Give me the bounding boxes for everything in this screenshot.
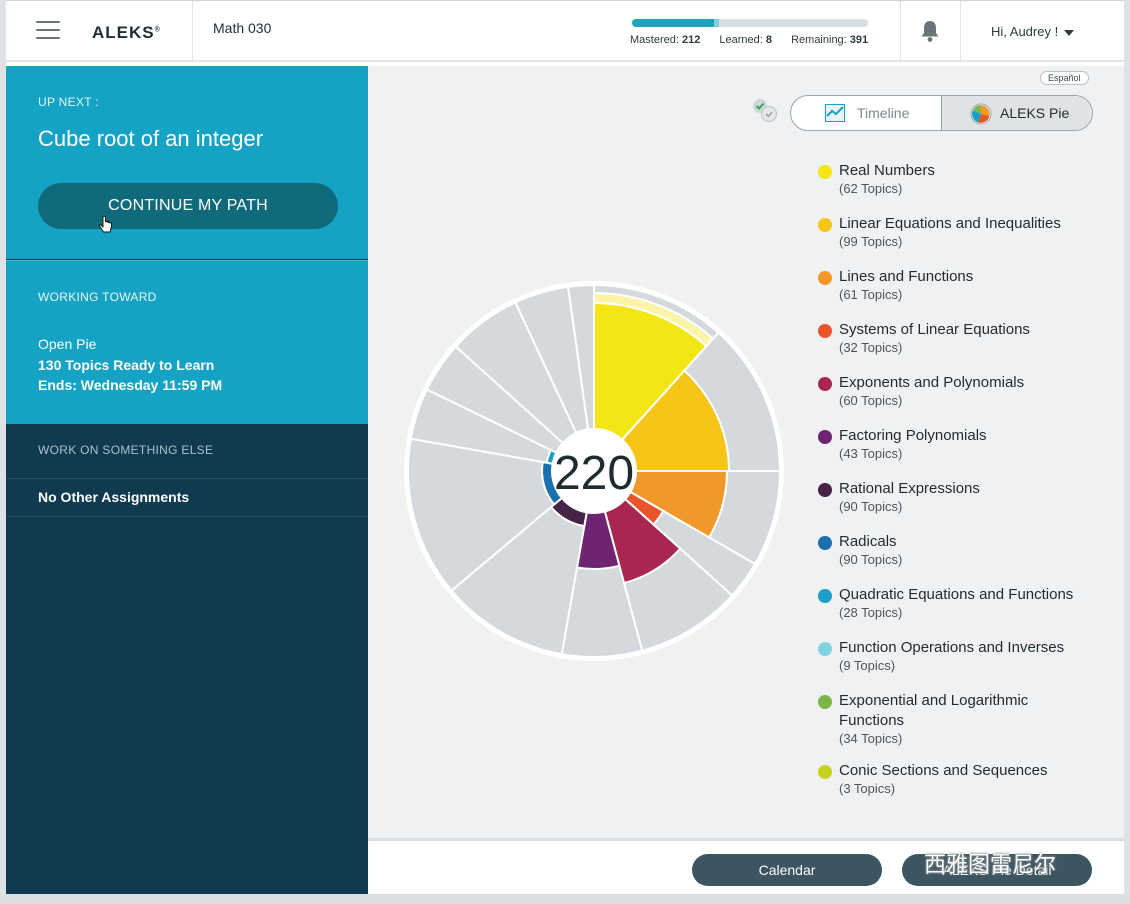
legend-item-name: Lines and Functions xyxy=(839,268,974,285)
legend-color-dot xyxy=(818,695,832,709)
hand-pointer-icon xyxy=(99,216,112,233)
window-edge-right xyxy=(1124,0,1130,894)
tab-aleks-pie[interactable]: ALEKS Pie xyxy=(941,96,1092,130)
aleks-pie-detail-button[interactable]: ALEKS Pie Detail xyxy=(902,854,1092,886)
working-toward-section: WORKING TOWARD Open Pie 130 Topics Ready… xyxy=(6,260,368,424)
calendar-button[interactable]: Calendar xyxy=(692,854,882,886)
up-next-label: UP NEXT : xyxy=(38,95,99,109)
timeline-icon xyxy=(825,104,845,122)
watermark-text: 西雅图雷尼尔 xyxy=(924,852,1057,877)
legend-item-count: (90 Topics) xyxy=(839,552,903,567)
legend-color-dot xyxy=(818,430,832,444)
hamburger-menu-icon[interactable] xyxy=(36,21,60,41)
logo-registered-mark: ® xyxy=(154,26,161,34)
aleks-logo[interactable]: ALEKS® xyxy=(92,23,161,43)
legend-color-dot xyxy=(818,642,832,656)
view-toggle: Timeline ALEKS Pie xyxy=(790,95,1093,131)
legend-item-count: (3 Topics) xyxy=(839,781,896,796)
learned-label: Learned: xyxy=(719,34,763,46)
working-toward-label: WORKING TOWARD xyxy=(38,290,157,304)
top-bar: ALEKS® Math 030 Mastered: 212 Learned: 8… xyxy=(6,0,1124,62)
legend-item-count: (34 Topics) xyxy=(839,731,903,746)
legend-item-name: Function Operations and Inverses xyxy=(839,639,1065,656)
course-title[interactable]: Math 030 xyxy=(213,20,272,36)
progress-mastered-fill xyxy=(632,19,714,27)
legend-color-dot xyxy=(818,483,832,497)
legend-color-dot xyxy=(818,536,832,550)
legend-item-name: Systems of Linear Equations xyxy=(839,321,1030,338)
legend-color-dot xyxy=(818,324,832,338)
working-goal: Open Pie xyxy=(38,336,97,352)
legend-item-name: Exponential and Logarithmic xyxy=(839,692,1029,709)
taskbar-strip xyxy=(0,894,1130,904)
pie-center-count: 220 xyxy=(554,447,634,500)
legend-item-count: (62 Topics) xyxy=(839,181,903,196)
legend-item-name-line2: Functions xyxy=(839,712,905,729)
language-toggle-link[interactable]: Español xyxy=(1040,71,1089,85)
remaining-label: Remaining: xyxy=(791,34,847,46)
legend-item-count: (99 Topics) xyxy=(839,234,903,249)
working-deadline: Ends: Wednesday 11:59 PM xyxy=(38,377,223,393)
work-on-something-else-label: WORK ON SOMETHING ELSE xyxy=(38,443,214,457)
progress-learned-fill xyxy=(713,19,719,27)
legend-item-count: (43 Topics) xyxy=(839,446,903,461)
pie-center-hole xyxy=(552,429,636,513)
tab-aleks-pie-label: ALEKS Pie xyxy=(1000,105,1070,121)
legend-item-name: Radicals xyxy=(839,533,897,550)
legend-color-dot xyxy=(818,218,832,232)
footer-bar: Calendar ALEKS Pie Detail 西雅图雷尼尔 xyxy=(368,838,1124,894)
legend-color-dot xyxy=(818,271,832,285)
legend-item-name: Conic Sections and Sequences xyxy=(839,762,1048,779)
legend-color-dot xyxy=(818,765,832,779)
legend-item-name: Linear Equations and Inequalities xyxy=(839,215,1061,232)
up-next-topic: Cube root of an integer xyxy=(38,126,264,151)
remaining-count: 391 xyxy=(849,34,869,46)
header-divider xyxy=(960,1,961,61)
divider xyxy=(6,516,368,517)
legend-item-count: (61 Topics) xyxy=(839,287,903,302)
main-content: Español Timeline ALEKS Pie xyxy=(368,66,1124,838)
up-next-section: UP NEXT : Cube root of an integer CONTIN… xyxy=(6,66,368,259)
mastered-label: Mastered: xyxy=(630,34,679,46)
user-menu[interactable]: Hi, Audrey ! xyxy=(991,24,1075,39)
continue-my-path-button[interactable]: CONTINUE MY PATH xyxy=(38,183,338,229)
progress-stats: Mastered: 212 Learned: 8 Remaining: 391 xyxy=(630,34,884,46)
legend-item-count: (90 Topics) xyxy=(839,499,903,514)
header-divider xyxy=(900,1,901,61)
legend-item-name: Exponents and Polynomials xyxy=(839,374,1025,391)
progress-bar xyxy=(632,19,868,27)
legend-item-count: (32 Topics) xyxy=(839,340,903,355)
watermark: 西雅图雷尼尔 xyxy=(876,847,1056,879)
aleks-pie-chart[interactable]: 220 xyxy=(403,280,785,662)
legend-color-dot xyxy=(818,377,832,391)
legend-item-name: Quadratic Equations and Functions xyxy=(839,586,1074,603)
legend-color-dot xyxy=(818,165,832,179)
working-topics-ready: 130 Topics Ready to Learn xyxy=(38,357,215,373)
left-panel: UP NEXT : Cube root of an integer CONTIN… xyxy=(6,66,368,894)
bell-icon[interactable] xyxy=(919,19,941,43)
user-greeting: Hi, Audrey ! xyxy=(991,24,1059,39)
legend-item-name: Real Numbers xyxy=(839,162,935,179)
logo-text: ALEKS xyxy=(92,23,155,42)
legend-item-name: Rational Expressions xyxy=(839,480,980,497)
divider xyxy=(6,478,368,479)
learned-count: 8 xyxy=(765,34,773,46)
header-divider xyxy=(192,1,193,61)
legend-item-count: (60 Topics) xyxy=(839,393,903,408)
chevron-down-icon xyxy=(1064,29,1075,36)
tab-timeline[interactable]: Timeline xyxy=(791,96,941,130)
pie-chart-icon xyxy=(970,103,992,125)
window-edge-left xyxy=(0,0,6,894)
legend-item-count: (9 Topics) xyxy=(839,658,896,673)
legend-item-name: Factoring Polynomials xyxy=(839,427,987,444)
mastered-count: 212 xyxy=(681,34,701,46)
legend-item-count: (28 Topics) xyxy=(839,605,903,620)
check-progress-icon[interactable] xyxy=(752,98,778,124)
no-other-assignments: No Other Assignments xyxy=(38,489,190,505)
tab-timeline-label: Timeline xyxy=(857,105,910,121)
legend-color-dot xyxy=(818,589,832,603)
